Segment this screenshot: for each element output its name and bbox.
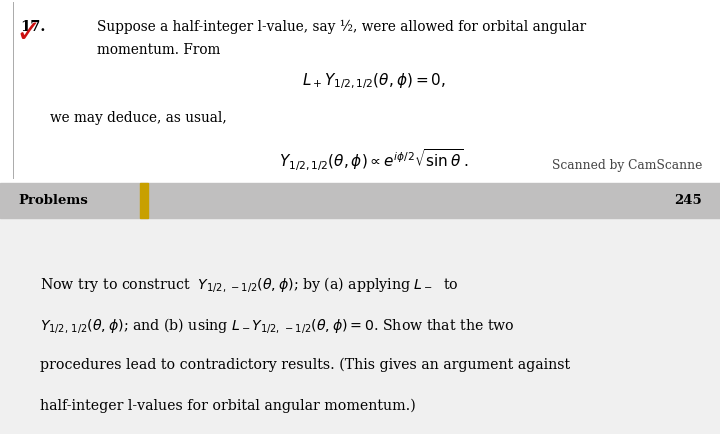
Text: 245: 245 (674, 194, 702, 207)
Text: ✓: ✓ (16, 19, 41, 48)
Text: $Y_{1/2,1/2}(\theta,\phi)\propto e^{i\phi/2}\sqrt{\sin\theta}\,.$: $Y_{1/2,1/2}(\theta,\phi)\propto e^{i\ph… (279, 148, 469, 173)
Text: momentum. From: momentum. From (97, 43, 220, 57)
Text: Scanned by CamScanne: Scanned by CamScanne (552, 159, 702, 172)
Text: procedures lead to contradictory results. (This gives an argument against: procedures lead to contradictory results… (40, 357, 570, 372)
Text: Problems: Problems (18, 194, 88, 207)
Text: we may deduce, as usual,: we may deduce, as usual, (50, 111, 227, 125)
Text: half-integer l-values for orbital angular momentum.): half-integer l-values for orbital angula… (40, 398, 415, 413)
Text: $L_+Y_{1/2,1/2}(\theta,\phi) = 0,$: $L_+Y_{1/2,1/2}(\theta,\phi) = 0,$ (302, 72, 446, 91)
Bar (0, 218, 720, 434)
Text: $Y_{1/2,\,1/2}(\theta,\phi)$; and (b) using $L_-Y_{1/2,\,-1/2}(\theta,\phi)=0$. : $Y_{1/2,\,1/2}(\theta,\phi)$; and (b) us… (40, 316, 514, 335)
Text: 17.: 17. (20, 20, 45, 33)
Text: Now try to construct  $Y_{1/2,\,-1/2}(\theta,\phi)$; by (a) applying $L_-$  to: Now try to construct $Y_{1/2,\,-1/2}(\th… (40, 275, 459, 294)
Bar (0, 0, 720, 183)
Bar (140, 183, 148, 218)
Text: Suppose a half-integer l-value, say ½, were allowed for orbital angular: Suppose a half-integer l-value, say ½, w… (97, 20, 586, 34)
Bar (0, 183, 720, 218)
